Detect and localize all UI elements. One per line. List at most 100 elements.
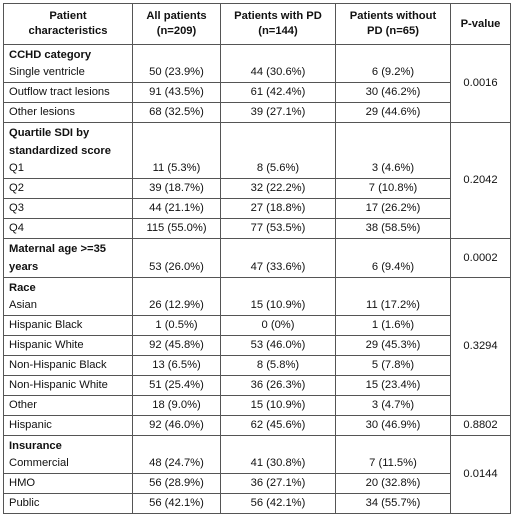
value-cell: 34 (55.7%) [335,493,451,514]
table-row: Hispanic White 92 (45.8%) 53 (46.0%) 29 (45… [3,335,511,356]
table-row: Race Asian 26 (12.9%) 15 (10.9%) 11 (17.2%) 0… [3,277,511,416]
label-cell: Hispanic White [3,335,133,356]
value-cell: 11 (5.3%) [132,122,221,179]
value-cell: 27 (18.8%) [220,198,336,219]
header-cell: Patients with PD (n=144) [220,3,336,45]
value-cell: 38 (58.5%) [335,218,451,239]
value-cell: 11 (17.2%) [335,277,451,316]
value-cell: 53 (26.0%) [132,238,221,278]
label-cell: Q2 [3,178,133,199]
value-cell: 1 (1.6%) [335,315,451,336]
row-label: Q4 [9,222,24,234]
table-row: Insurance Commercial 48 (24.7%) 41 (30.8%) 7… [3,435,511,514]
value-cell: 7 (11.5%) [335,435,451,474]
value-cell: 44 (21.1%) [132,198,221,219]
value-cell: 91 (43.5%) [132,82,221,103]
table-body: CCHD category Single ventricle 50 (23.9%) 4… [3,44,511,514]
value-cell: 92 (46.0%) [132,415,221,436]
p-value-cell: 0.0144 [450,435,511,514]
p-value-cell: 0.0002 [450,238,511,278]
row-label: Non-Hispanic White [9,379,108,391]
value-cell: 47 (33.6%) [220,238,336,278]
value-cell: 92 (45.8%) [132,335,221,356]
table-row: Quartile SDI by standardized score Q1 11 (… [3,122,511,239]
label-cell: Other lesions [3,102,133,123]
table-row: Q3 44 (21.1%) 27 (18.8%) 17 (26.2%) [3,198,511,219]
label-cell: HMO [3,473,133,494]
value-cell: 15 (10.9%) [220,277,336,316]
value-cell: 29 (45.3%) [335,335,451,356]
label-cell: Quartile SDI by standardized score Q1 [3,122,133,179]
value-cell: 61 (42.4%) [220,82,336,103]
value-cell: 20 (32.8%) [335,473,451,494]
value-cell: 62 (45.6%) [220,415,336,436]
value-cell: 13 (6.5%) [132,355,221,376]
value-cell: 15 (10.9%) [220,395,336,416]
value-cell: 1 (0.5%) [132,315,221,336]
section-title: CCHD category [9,49,92,61]
value-cell: 51 (25.4%) [132,375,221,396]
row-label: Q3 [9,202,24,214]
header-cell: All patients (n=209) [132,3,221,45]
row-label: Outflow tract lesions [9,86,110,98]
value-cell: 56 (28.9%) [132,473,221,494]
table-row: HMO 56 (28.9%) 36 (27.1%) 20 (32.8%) [3,473,511,494]
header-cell: Patients without PD (n=65) [335,3,451,45]
value-cell: 48 (24.7%) [132,435,221,474]
value-cell: 15 (23.4%) [335,375,451,396]
section-title: Maternal age >=35 years [9,243,107,273]
value-cell: 56 (42.1%) [220,493,336,514]
table-row: Other 18 (9.0%) 15 (10.9%) 3 (4.7%) [3,395,511,416]
label-cell: Q4 [3,218,133,239]
section-title: Insurance [9,440,62,452]
row-label: Q1 [9,162,24,174]
value-cell: 29 (44.6%) [335,102,451,123]
value-cell: 32 (22.2%) [220,178,336,199]
value-cell: 5 (7.8%) [335,355,451,376]
value-cell: 36 (27.1%) [220,473,336,494]
header-cell: P-value [450,3,511,45]
section-title: Race [9,282,36,294]
label-cell: Public [3,493,133,514]
p-value-cell: 0.3294 [450,277,511,416]
value-cell: 44 (30.6%) [220,44,336,83]
row-label: Commercial [9,457,69,469]
label-cell: Insurance Commercial [3,435,133,474]
value-cell: 50 (23.9%) [132,44,221,83]
value-cell: 3 (4.6%) [335,122,451,179]
value-cell: 77 (53.5%) [220,218,336,239]
label-cell: CCHD category Single ventricle [3,44,133,83]
value-cell: 56 (42.1%) [132,493,221,514]
table-row: Non-Hispanic White 51 (25.4%) 36 (26.3%) 15… [3,375,511,396]
value-cell: 26 (12.9%) [132,277,221,316]
table-row: Hispanic Black 1 (0.5%) 0 (0%) 1 (1.6%) [3,315,511,336]
value-cell: 115 (55.0%) [132,218,221,239]
table-row: Q4 115 (55.0%) 77 (53.5%) 38 (58.5%) [3,218,511,239]
header-row: Patient characteristics All patients (n=… [3,3,511,45]
value-cell: 17 (26.2%) [335,198,451,219]
value-cell: 41 (30.8%) [220,435,336,474]
value-cell: 3 (4.7%) [335,395,451,416]
table-row: Outflow tract lesions 91 (43.5%) 61 (42.4%… [3,82,511,103]
value-cell: 18 (9.0%) [132,395,221,416]
row-label: Hispanic [9,419,52,431]
value-cell: 8 (5.8%) [220,355,336,376]
label-cell: Hispanic Black [3,315,133,336]
label-cell: Maternal age >=35 years [3,238,133,278]
table-row: Hispanic 92 (46.0%) 62 (45.6%) 30 (46.9%) 0.… [3,415,511,436]
row-label: Other lesions [9,106,75,118]
value-cell: 8 (5.6%) [220,122,336,179]
label-cell: Non-Hispanic White [3,375,133,396]
label-cell: Race Asian [3,277,133,316]
value-cell: 7 (10.8%) [335,178,451,199]
row-label: Public [9,497,40,509]
label-cell: Non-Hispanic Black [3,355,133,376]
header-cell: Patient characteristics [3,3,133,45]
value-cell: 0 (0%) [220,315,336,336]
value-cell: 39 (18.7%) [132,178,221,199]
section-title: Quartile SDI by standardized score [9,127,111,157]
label-cell: Outflow tract lesions [3,82,133,103]
value-cell: 39 (27.1%) [220,102,336,123]
row-label: Q2 [9,182,24,194]
table-row: Non-Hispanic Black 13 (6.5%) 8 (5.8%) 5 (7.… [3,355,511,376]
